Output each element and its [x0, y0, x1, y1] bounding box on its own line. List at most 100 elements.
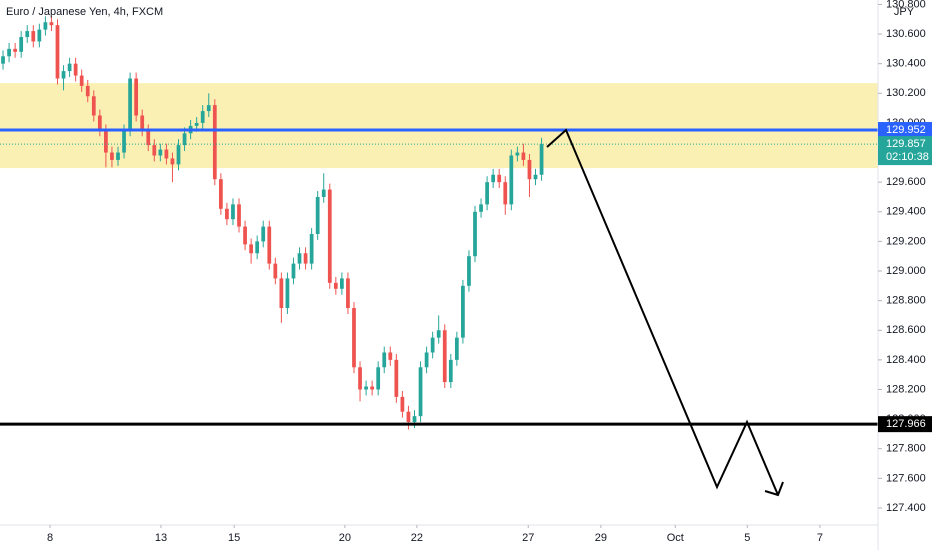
- candle-body: [406, 411, 411, 423]
- candle-body: [158, 149, 163, 156]
- x-tick-label: 22: [411, 532, 423, 544]
- candle-body: [25, 31, 30, 38]
- candle-body: [436, 330, 441, 338]
- price-axis: 127.400127.600127.800128.000128.200128.4…: [878, 0, 932, 514]
- candle-body: [97, 115, 102, 131]
- candle-body: [49, 22, 54, 26]
- level-tag-label: 129.952: [886, 124, 926, 136]
- candle-body: [218, 179, 223, 209]
- candle-body: [7, 48, 11, 57]
- candle-body: [521, 152, 526, 160]
- candle-body: [485, 182, 489, 205]
- candle-body: [291, 263, 296, 279]
- candle-body: [467, 256, 471, 286]
- x-tick-label: Oct: [667, 532, 684, 544]
- chart-title: Euro / Japanese Yen, 4h, FXCM: [6, 6, 163, 18]
- y-tick-label: 127.800: [886, 443, 926, 455]
- candle-body: [170, 158, 175, 165]
- candle-body: [503, 182, 508, 205]
- candle-body: [309, 233, 314, 264]
- y-tick-label: 130.400: [886, 58, 926, 70]
- candle-body: [394, 359, 399, 397]
- x-tick-label: 8: [47, 532, 53, 544]
- candle-body: [61, 71, 66, 79]
- x-tick-label: 29: [595, 532, 607, 544]
- projection-arrow: [546, 128, 779, 496]
- candle-body: [67, 63, 72, 72]
- candle-body: [340, 278, 344, 289]
- candle-body: [315, 196, 320, 234]
- candle-body: [442, 330, 447, 383]
- candle-body: [497, 174, 502, 183]
- candle-body: [176, 145, 181, 165]
- y-tick-label: 129.400: [886, 206, 926, 218]
- level-tag: [878, 122, 932, 139]
- candle-body: [303, 253, 308, 264]
- candle-body: [13, 48, 18, 52]
- candle-body: [424, 352, 429, 368]
- candle-body: [279, 278, 284, 309]
- candle-body: [412, 416, 417, 423]
- candle-body: [225, 208, 229, 220]
- plot-area: [0, 16, 878, 430]
- candle-body: [382, 352, 387, 368]
- candle-body: [479, 204, 483, 212]
- x-tick-label: 5: [744, 532, 750, 544]
- candle-body: [454, 337, 459, 360]
- y-tick-label: 128.400: [886, 354, 926, 366]
- candle-body: [285, 278, 290, 309]
- resistance-zone: [0, 83, 878, 169]
- candle-body: [249, 244, 253, 254]
- candle-body: [527, 159, 532, 180]
- candle-body: [91, 96, 96, 116]
- candle-body: [164, 149, 169, 159]
- candle-body: [152, 145, 157, 156]
- candle-body: [182, 133, 187, 146]
- candle-body: [140, 115, 145, 131]
- candle-body: [1, 56, 5, 64]
- y-tick-label: 128.800: [886, 295, 926, 307]
- y-tick-label: 128.600: [886, 324, 926, 336]
- candle-body: [146, 130, 151, 146]
- candle-body: [418, 367, 423, 417]
- candle-body: [400, 396, 405, 412]
- level-tag-label: 127.966: [886, 418, 926, 430]
- candle-body: [134, 78, 139, 116]
- candle-body: [533, 174, 538, 180]
- candle-body: [388, 352, 393, 360]
- candle-body: [358, 367, 362, 390]
- y-tick-label: 129.600: [886, 176, 926, 188]
- candle-body: [212, 105, 217, 180]
- candle-body: [194, 122, 199, 126]
- candle-body: [448, 359, 453, 383]
- candle-body: [509, 155, 514, 205]
- candle-body: [200, 111, 205, 123]
- candle-body: [370, 386, 375, 390]
- countdown-label: 02:10:38: [886, 151, 929, 163]
- candle-body: [19, 37, 24, 52]
- candle-body: [539, 144, 544, 175]
- x-tick-label: 7: [817, 532, 823, 544]
- candle-body: [104, 130, 108, 153]
- candle-body: [206, 105, 211, 112]
- candle-body: [333, 282, 338, 289]
- y-tick-label: 127.600: [886, 472, 926, 484]
- candle-body: [261, 226, 266, 242]
- candle-body: [352, 308, 356, 368]
- candle-body: [515, 152, 520, 156]
- candle-body: [473, 211, 477, 257]
- candle-body: [243, 226, 247, 245]
- candle-body: [273, 263, 278, 279]
- candle-body: [43, 22, 48, 30]
- candle-body: [122, 130, 126, 153]
- candle-body: [430, 337, 435, 353]
- price-tag: [878, 136, 932, 166]
- candle-body: [346, 278, 350, 309]
- y-tick-label: 127.400: [886, 502, 926, 514]
- candle-body: [31, 31, 36, 42]
- candle-body: [116, 152, 120, 160]
- candle-body: [461, 285, 465, 338]
- x-tick-label: 27: [522, 532, 534, 544]
